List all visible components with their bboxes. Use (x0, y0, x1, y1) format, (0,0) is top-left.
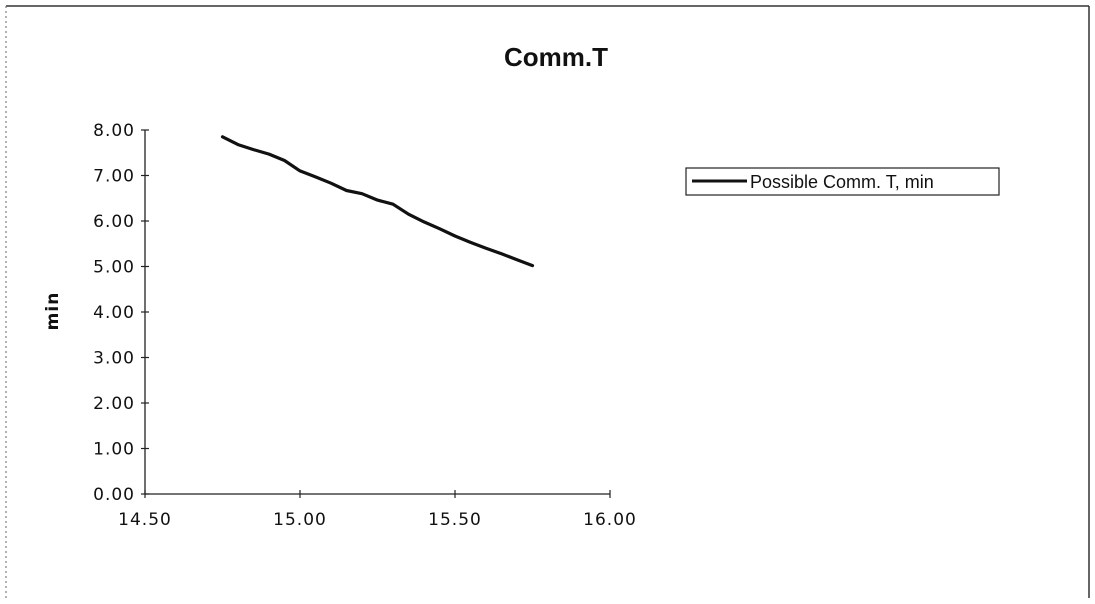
y-tick-label: 0.00 (93, 485, 135, 505)
x-tick-label: 15.50 (428, 510, 482, 530)
axes (141, 129, 611, 498)
x-tick-label: 15.00 (273, 510, 327, 530)
chart-title: Comm.T (504, 42, 608, 72)
y-axis-label: min (43, 292, 63, 331)
x-tick-label: 14.50 (118, 510, 172, 530)
y-tick-label: 6.00 (93, 212, 135, 232)
y-tick-label: 2.00 (93, 394, 135, 414)
legend-entry-label: Possible Comm. T, min (750, 172, 934, 192)
tick-labels: 0.00 1.00 2.00 3.00 4.00 5.00 6.00 7.00 8.00 14.5… (93, 121, 637, 530)
y-tick-label: 4.00 (93, 303, 135, 323)
plot-area (220, 135, 535, 268)
y-tick-label: 5.00 (93, 258, 135, 278)
y-tick-label: 1.00 (93, 440, 135, 460)
x-tick-label: 16.00 (583, 510, 637, 530)
legend: Possible Comm. T, min (685, 167, 1000, 196)
series-line (220, 135, 535, 268)
y-tick-label: 3.00 (93, 349, 135, 369)
y-tick-label: 7.00 (93, 167, 135, 187)
y-tick-label: 8.00 (93, 121, 135, 141)
